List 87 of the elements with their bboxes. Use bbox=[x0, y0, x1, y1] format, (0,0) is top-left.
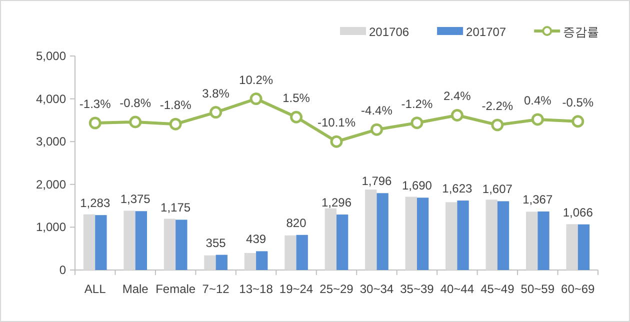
bar bbox=[83, 214, 96, 270]
point bbox=[531, 113, 544, 126]
bar bbox=[204, 255, 216, 270]
data-label: 1,690 bbox=[402, 178, 432, 193]
data-label: 1.5% bbox=[282, 91, 310, 106]
data-label: 1,175 bbox=[160, 200, 191, 215]
data-label: 820 bbox=[286, 216, 307, 230]
point bbox=[250, 92, 262, 106]
bar bbox=[405, 196, 417, 270]
point bbox=[572, 115, 584, 128]
data-label: -1.8% bbox=[160, 98, 192, 112]
point bbox=[129, 116, 142, 128]
data-label: -2.2% bbox=[482, 98, 514, 113]
bar bbox=[526, 212, 538, 270]
point bbox=[88, 116, 102, 130]
bar bbox=[376, 193, 388, 270]
bar bbox=[124, 210, 136, 270]
data-label: 10.2% bbox=[239, 72, 274, 87]
bar bbox=[365, 190, 377, 270]
bar bbox=[95, 215, 107, 270]
data-label: 1,623 bbox=[442, 182, 473, 196]
data-label: 1,066 bbox=[562, 205, 594, 220]
bar bbox=[538, 211, 550, 270]
point bbox=[169, 118, 182, 130]
x-tick-label: 30~34 bbox=[360, 282, 394, 296]
data-label: 1,367 bbox=[522, 192, 553, 206]
data-label: 2.4% bbox=[444, 89, 472, 104]
data-label: 1,296 bbox=[321, 196, 352, 210]
data-label: -1.2% bbox=[401, 96, 433, 111]
legend-label: 증감률 bbox=[563, 25, 600, 39]
x-tick-label: Male bbox=[122, 282, 149, 296]
bar bbox=[284, 235, 296, 270]
point bbox=[210, 106, 222, 119]
x-tick-label: 13~18 bbox=[239, 282, 274, 296]
point bbox=[330, 135, 343, 148]
data-label: 3.8% bbox=[202, 86, 230, 100]
point bbox=[410, 116, 424, 130]
data-label: -0.8% bbox=[120, 96, 152, 110]
bar bbox=[164, 218, 176, 270]
x-tick-label: ALL bbox=[84, 282, 106, 296]
bar bbox=[216, 254, 228, 270]
bar bbox=[457, 200, 469, 270]
bar bbox=[244, 252, 256, 270]
y-tick-label: 2,000 bbox=[36, 177, 66, 192]
point bbox=[370, 123, 383, 136]
bar bbox=[416, 198, 429, 270]
x-tick-label: 60~69 bbox=[561, 282, 596, 296]
data-label: 1,607 bbox=[482, 182, 513, 196]
y-tick-label: 0 bbox=[59, 263, 66, 277]
data-label: 355 bbox=[206, 236, 226, 250]
bar bbox=[324, 208, 336, 270]
x-tick-label: 50~59 bbox=[520, 282, 555, 296]
y-tick-label: 3,000 bbox=[36, 134, 66, 149]
legend-label: 201707 bbox=[466, 25, 506, 39]
bar bbox=[566, 224, 578, 270]
x-tick-label: 35~39 bbox=[400, 282, 434, 296]
bar bbox=[497, 201, 510, 270]
x-tick-label: 25~29 bbox=[320, 282, 354, 296]
bar bbox=[446, 202, 458, 270]
bar bbox=[135, 211, 148, 270]
x-tick-label: 19~24 bbox=[279, 282, 314, 296]
y-tick-label: 1,000 bbox=[36, 220, 66, 234]
x-tick-label: 45~49 bbox=[480, 282, 515, 296]
bar bbox=[176, 220, 188, 270]
bar bbox=[486, 200, 498, 270]
y-tick-label: 5,000 bbox=[36, 49, 66, 63]
bar bbox=[296, 234, 308, 270]
bar bbox=[336, 214, 348, 270]
data-label: -0.5% bbox=[562, 95, 594, 110]
point bbox=[290, 110, 303, 124]
x-tick-label: 7~12 bbox=[202, 282, 230, 296]
data-label: -1.3% bbox=[79, 97, 112, 112]
point bbox=[450, 108, 464, 122]
data-label: 1,375 bbox=[120, 192, 151, 206]
data-label: -10.1% bbox=[317, 116, 356, 130]
x-tick-label: 40~44 bbox=[440, 282, 474, 296]
data-label: 439 bbox=[246, 232, 266, 246]
bar bbox=[256, 251, 268, 270]
data-label: 1,796 bbox=[362, 174, 392, 188]
legend-label: 201706 bbox=[369, 25, 410, 39]
data-label: 1,283 bbox=[80, 196, 110, 210]
bar bbox=[578, 224, 590, 270]
point bbox=[491, 118, 504, 132]
data-label: 0.4% bbox=[524, 93, 552, 108]
x-tick-label: Female bbox=[156, 282, 196, 296]
y-tick-label: 4,000 bbox=[36, 92, 66, 106]
data-label: -4.4% bbox=[361, 104, 393, 118]
